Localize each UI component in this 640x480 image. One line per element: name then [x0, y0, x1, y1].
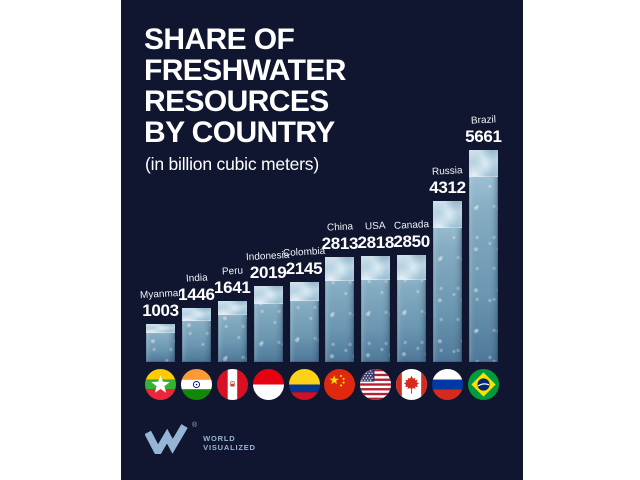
- country-label: Colombia: [282, 245, 326, 260]
- country-label: Peru: [221, 265, 244, 278]
- flag-colombia-icon: [288, 369, 320, 400]
- registered-mark: ®: [192, 422, 198, 429]
- logo-text-line1: WORLD: [203, 434, 236, 443]
- value-label: 1641: [213, 278, 251, 297]
- bar-canada: [397, 255, 427, 362]
- country-label: Brazil: [470, 114, 497, 127]
- country-label: India: [185, 272, 208, 285]
- title-line: SHARE OF: [144, 23, 295, 56]
- bar-column-myanmar: Myanmar 1003: [139, 288, 182, 400]
- flag-brazil-icon: [467, 369, 499, 400]
- bar-usa: [361, 256, 391, 362]
- bar-india: [181, 308, 211, 362]
- flag-russia-icon: [432, 369, 463, 400]
- flag-myanmar-icon: [145, 369, 176, 400]
- bar-china: [325, 257, 355, 362]
- title-line: RESOURCES: [144, 85, 329, 118]
- bar-peru: [217, 301, 247, 362]
- bar-column-colombia: Colombia 2145: [283, 246, 325, 400]
- footer-logo: ® WORLD VISUALIZED: [145, 422, 256, 454]
- country-label: USA: [365, 220, 387, 233]
- bar-chart: Myanmar 1003 India 1446: [139, 104, 502, 400]
- bar-column-canada: Canada 2850: [393, 219, 430, 400]
- value-label: 5661: [465, 127, 502, 146]
- bar-column-brazil: Brazil 5661: [465, 114, 502, 400]
- title-line: BY COUNTRY: [144, 116, 335, 149]
- bar-column-indonesia: Indonesia 2019: [246, 250, 290, 400]
- value-label: 2019: [249, 263, 287, 282]
- bar-myanmar: [146, 324, 175, 362]
- flag-peru-icon: [216, 369, 248, 400]
- value-label: 1003: [142, 301, 179, 320]
- bar-russia: [433, 201, 462, 362]
- flag-canada-icon: [396, 369, 428, 400]
- world-visualized-logo-icon: [145, 424, 188, 454]
- bar-column-china: China 2813: [322, 221, 358, 400]
- value-label: 4312: [429, 178, 466, 197]
- bar-colombia: [289, 282, 319, 362]
- value-label: 1446: [178, 285, 215, 304]
- bar-indonesia: [253, 286, 283, 362]
- bar-column-peru: Peru 1641: [214, 265, 251, 400]
- value-label: 2850: [393, 232, 430, 251]
- flag-china-icon: [324, 369, 356, 400]
- bar-column-usa: USA 2818: [357, 220, 394, 400]
- flag-usa-icon: [360, 369, 392, 400]
- logo-text: WORLD VISUALIZED: [203, 422, 256, 452]
- page-title: SHARE OF FRESHWATER RESOURCES BY COUNTRY: [144, 24, 346, 148]
- bar-brazil: [468, 150, 498, 362]
- value-label: 2145: [285, 259, 323, 278]
- logo-text-line2: VISUALIZED: [203, 443, 256, 452]
- flag-india-icon: [180, 369, 212, 400]
- country-label: Canada: [393, 219, 430, 232]
- country-label: Myanmar: [139, 287, 182, 302]
- value-label: 2813: [321, 234, 359, 253]
- country-label: China: [326, 221, 354, 234]
- flag-indonesia-icon: [252, 369, 284, 400]
- bar-column-india: India 1446: [178, 272, 215, 400]
- chart-subtitle: (in billion cubic meters): [145, 154, 319, 174]
- title-line: FRESHWATER: [144, 54, 346, 87]
- country-label: Russia: [431, 165, 464, 178]
- bar-column-russia: Russia 4312: [429, 165, 466, 400]
- infographic-poster: SHARE OF FRESHWATER RESOURCES BY COUNTRY…: [121, 0, 523, 480]
- value-label: 2818: [357, 233, 395, 252]
